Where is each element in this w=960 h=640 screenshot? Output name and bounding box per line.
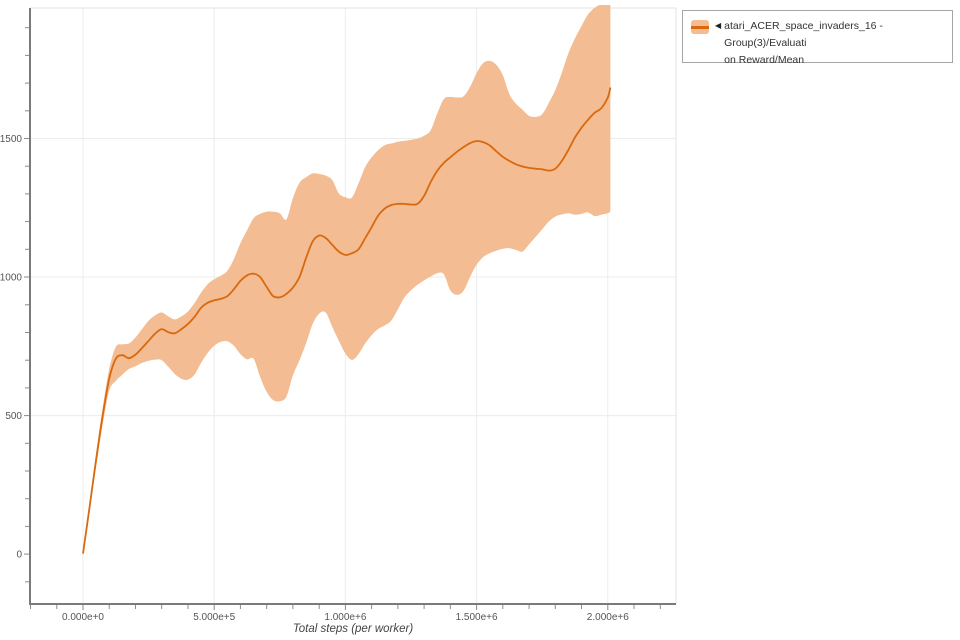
confidence-band — [83, 5, 611, 555]
legend-entry[interactable]: ◀ atari_ACER_space_invaders_16 - Group(3… — [691, 18, 944, 69]
series-line-icon — [691, 25, 709, 29]
legend-label-line2: on Reward/Mean — [724, 54, 805, 66]
x-axis-title: Total steps (per worker) — [292, 623, 414, 635]
legend-label: atari_ACER_space_invaders_16 - Group(3)/… — [724, 18, 944, 69]
x-tick-label: 1.500e+6 — [456, 612, 498, 623]
mean-line — [82, 87, 612, 554]
y-tick-label: 1000 — [0, 273, 22, 284]
series-swatch-icon — [691, 20, 709, 34]
x-tick-label: 1.000e+6 — [324, 612, 366, 623]
legend: ◀ atari_ACER_space_invaders_16 - Group(3… — [682, 10, 953, 66]
collapse-arrow-icon[interactable]: ◀ — [715, 21, 722, 30]
legend-label-line1: atari_ACER_space_invaders_16 - Group(3)/… — [724, 20, 883, 49]
y-tick-label: 1500 — [0, 134, 22, 145]
x-tick-label: 0.000e+0 — [62, 612, 104, 623]
x-tick-label: 5.000e+5 — [193, 612, 235, 623]
x-tick-label: 2.000e+6 — [587, 612, 629, 623]
y-tick-label: 500 — [5, 411, 22, 422]
y-tick-label: 0 — [16, 550, 22, 561]
